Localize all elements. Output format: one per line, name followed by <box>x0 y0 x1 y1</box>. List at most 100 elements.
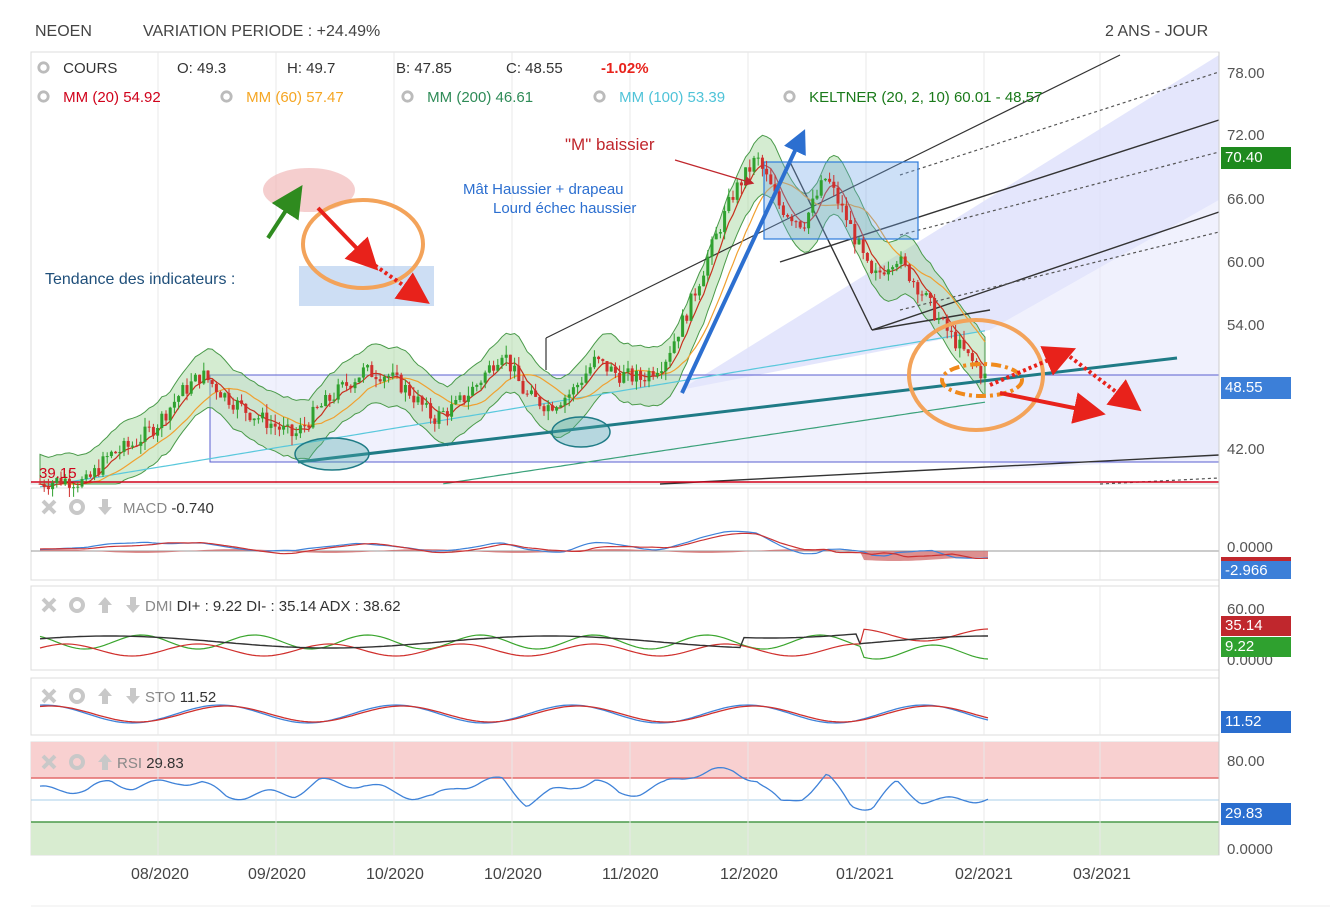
arrow-up-icon[interactable] <box>95 595 115 615</box>
candle-body <box>471 386 475 396</box>
candle-body <box>508 354 512 372</box>
candle-body <box>920 294 924 296</box>
ma200-legend[interactable]: MM (200) 46.61 <box>400 89 533 106</box>
candle-body <box>88 474 92 477</box>
candle-body <box>811 198 815 213</box>
m-bearish-annotation: "M" baissier <box>565 135 655 154</box>
candle-body <box>660 371 664 373</box>
arrow-down-icon[interactable] <box>123 686 143 706</box>
gear-icon[interactable] <box>67 752 87 772</box>
arrow-up-icon[interactable] <box>95 752 115 772</box>
support-trendline <box>297 356 1178 464</box>
candle-body <box>198 374 202 384</box>
candle-body <box>542 406 546 412</box>
candle-body <box>710 239 714 257</box>
keltner-legend[interactable]: KELTNER (20, 2, 10) 60.01 - 48.57 <box>782 89 1042 106</box>
support-ellipse-2 <box>551 416 611 448</box>
gear-icon[interactable] <box>67 497 87 517</box>
channel-line-dotted-2 <box>899 151 1220 236</box>
gear-icon[interactable] <box>36 60 51 75</box>
candle-body <box>139 441 143 446</box>
candle-body <box>676 336 680 342</box>
ma20-legend[interactable]: MM (20) 54.92 <box>36 89 161 106</box>
candle-body <box>223 393 227 398</box>
candle-body <box>483 372 487 383</box>
candle-body <box>277 426 281 430</box>
candle-body <box>160 413 164 429</box>
candle-body <box>928 292 932 299</box>
candle-body <box>828 178 832 182</box>
candle-body <box>496 364 500 371</box>
candle-body <box>891 267 895 270</box>
candle-body <box>164 413 168 421</box>
trend-down-arrow <box>316 206 379 271</box>
candle-body <box>80 479 84 487</box>
candle-body <box>576 384 580 388</box>
candle-body <box>424 403 428 405</box>
cours-row: COURS <box>36 60 117 77</box>
candle-body <box>807 212 811 229</box>
m-bearish-arrow <box>674 159 755 186</box>
candle-body <box>466 395 470 402</box>
candle-body <box>739 182 743 186</box>
candle-body <box>823 178 827 181</box>
ma60-legend[interactable]: MM (60) 57.47 <box>219 89 344 106</box>
x-tick: 02/2021 <box>955 866 1013 883</box>
candle-body <box>769 174 773 185</box>
candle-body <box>185 385 189 394</box>
candle-body <box>487 365 491 373</box>
gear-icon[interactable] <box>782 89 797 104</box>
sto-d-line <box>39 705 989 723</box>
candle-body <box>189 381 193 394</box>
candle-body <box>458 395 462 401</box>
m-top-line-1 <box>789 161 873 331</box>
close-icon[interactable] <box>39 497 59 517</box>
candle-body <box>790 216 794 222</box>
channel-line-middle <box>871 211 1220 331</box>
candle-body <box>651 371 655 377</box>
candle-body <box>954 331 958 349</box>
projection-down-dotted <box>1063 351 1142 412</box>
adx-line <box>39 633 988 649</box>
close-icon[interactable] <box>39 686 59 706</box>
candle-body <box>861 239 865 253</box>
candle-body <box>420 396 424 405</box>
close-icon[interactable] <box>39 752 59 772</box>
arrow-up-icon[interactable] <box>95 686 115 706</box>
candle-body <box>349 385 353 389</box>
macd-red-marker <box>1221 557 1291 561</box>
candle-body <box>681 315 685 337</box>
candle-body <box>479 382 483 386</box>
lower-channel-dotted <box>1099 477 1220 485</box>
candle-body <box>172 401 176 408</box>
candle-body <box>949 330 953 332</box>
gear-icon[interactable] <box>36 89 51 104</box>
gear-icon[interactable] <box>400 89 415 104</box>
arrow-down-icon[interactable] <box>123 595 143 615</box>
ma100-value: 53.39 <box>687 89 726 106</box>
candle-body <box>387 375 391 377</box>
ma200-value: 46.61 <box>495 89 534 106</box>
candle-body <box>685 315 689 321</box>
gear-icon[interactable] <box>219 89 234 104</box>
candle-body <box>958 339 962 349</box>
candle-body <box>135 445 139 447</box>
gear-icon[interactable] <box>67 595 87 615</box>
close-icon[interactable] <box>39 595 59 615</box>
candle-body <box>647 371 651 382</box>
candle-body <box>181 385 185 397</box>
gear-icon[interactable] <box>67 686 87 706</box>
candle-body <box>765 168 769 175</box>
candle-body <box>454 400 458 405</box>
candle-body <box>395 372 399 375</box>
gear-icon[interactable] <box>592 89 607 104</box>
ma100-legend[interactable]: MM (100) 53.39 <box>592 89 725 106</box>
candle-body <box>252 418 256 421</box>
candle-body <box>718 232 722 234</box>
macd-name: MACD <box>123 500 168 517</box>
candle-body <box>567 394 571 398</box>
arrow-down-icon[interactable] <box>95 497 115 517</box>
period-selector[interactable]: 2 ANS - JOUR <box>1105 23 1209 40</box>
macd-header: MACD -0.740 <box>39 497 214 517</box>
